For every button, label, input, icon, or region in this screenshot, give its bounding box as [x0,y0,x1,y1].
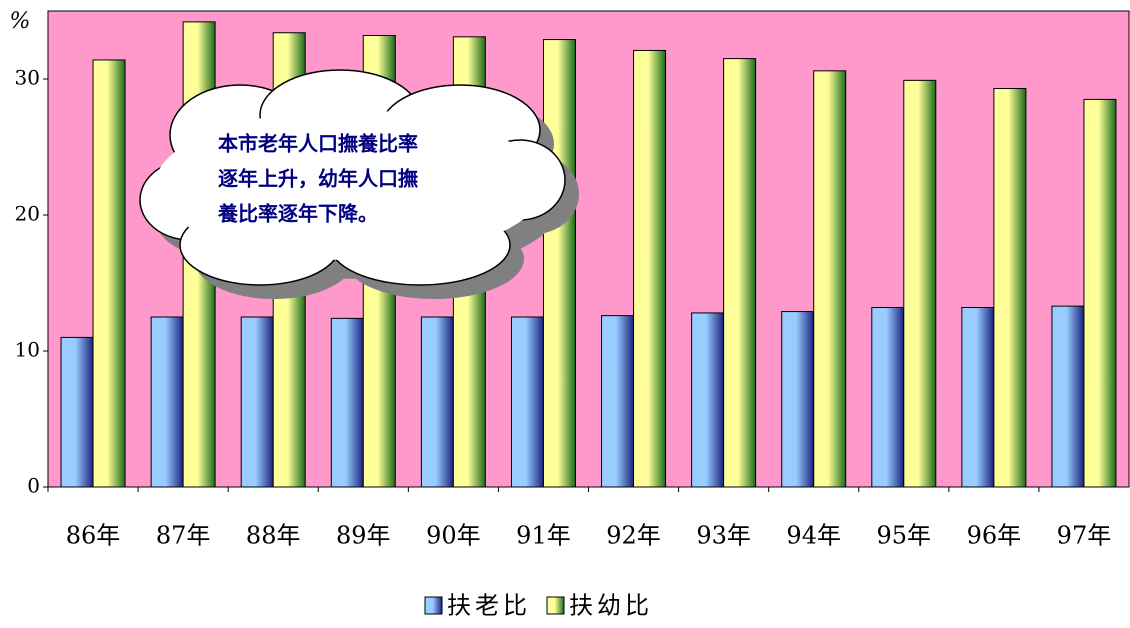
bar [150,316,184,488]
bar [1083,98,1117,488]
legend-label: 扶老比 [447,592,531,620]
bar [542,39,576,488]
bar [993,88,1027,488]
x-tick-label: 88年 [246,522,301,550]
x-tick-label: 97年 [1057,522,1112,550]
bar [871,306,905,488]
x-tick-label: 95年 [877,522,932,550]
bar [691,312,725,488]
x-tick-label: 91年 [516,522,571,550]
x-tick-label: 87年 [156,522,211,550]
legend: 扶老比 扶幼比 [424,592,653,620]
x-tick-label: 89年 [336,522,391,550]
bar [60,336,94,488]
bar [92,59,126,488]
bar [240,316,274,488]
bar [781,311,815,488]
annotation-cloud [139,69,579,299]
x-tick-label: 90年 [426,522,481,550]
x-tick-label: 94年 [786,522,841,550]
x-tick-label: 92年 [606,522,661,550]
bar [723,58,757,488]
y-tick-label: 0 [27,474,40,498]
bar [330,317,364,488]
bar [601,315,635,488]
legend-label: 扶幼比 [569,592,653,620]
legend-swatch [546,596,565,615]
x-tick-label: 86年 [66,522,121,550]
bar [420,316,454,488]
y-axis-label: % [10,9,31,34]
y-tick-label: 30 [15,66,40,90]
annotation-text: 逐年上升，幼年人口撫 [218,167,418,191]
bar [961,306,995,488]
bar [903,79,937,488]
bar [633,49,667,488]
annotation-text: 本市老年人口撫養比率 [218,132,418,156]
bar [510,316,544,488]
y-tick-label: 10 [15,338,40,362]
annotation-text: 養比率逐年下降。 [217,202,378,226]
x-tick-label: 93年 [696,522,751,550]
bar [1051,305,1085,488]
bar [813,70,847,488]
y-tick-label: 20 [15,202,40,226]
x-tick-label: 96年 [967,522,1022,550]
legend-swatch [424,596,443,615]
